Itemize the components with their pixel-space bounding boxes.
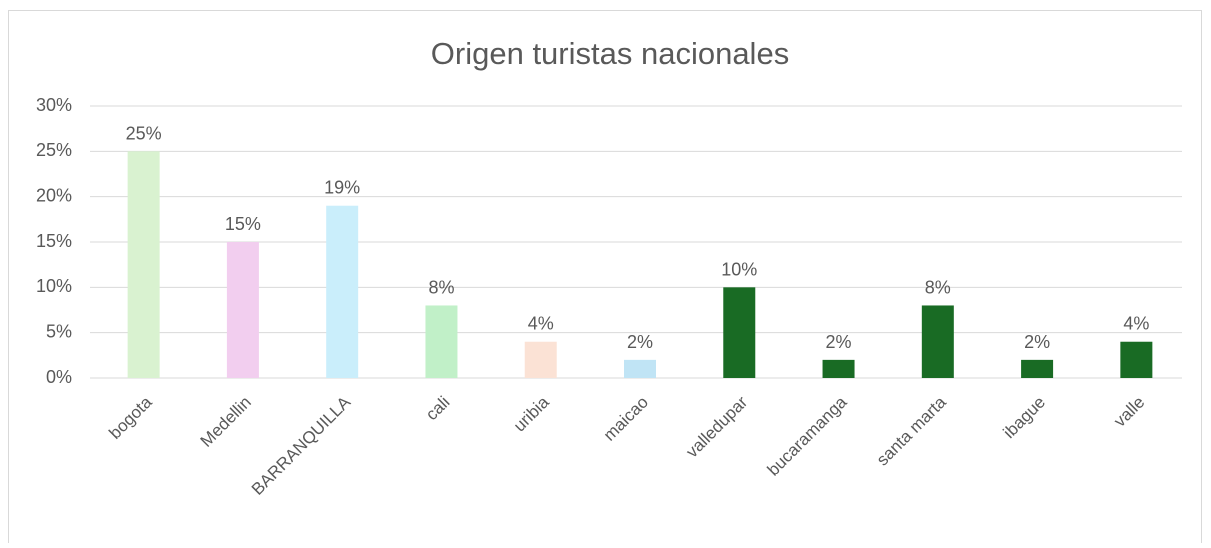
data-label: 2% [627, 332, 653, 352]
bar [723, 287, 756, 378]
chart-title: Origen turistas nacionales [431, 36, 789, 71]
data-label: 2% [826, 332, 852, 352]
bar [425, 305, 458, 378]
bar [1120, 341, 1153, 378]
data-label: 15% [225, 214, 261, 234]
bar [1021, 359, 1054, 378]
bar [326, 205, 359, 378]
data-label: 8% [925, 277, 951, 297]
y-tick-label: 10% [36, 276, 72, 296]
data-label: 19% [324, 178, 360, 198]
bar [822, 359, 855, 378]
data-label: 25% [126, 123, 162, 143]
chart-border [8, 10, 1202, 548]
bar [127, 151, 160, 378]
data-label: 10% [721, 259, 757, 279]
y-tick-label: 20% [36, 185, 72, 205]
data-label: 4% [528, 314, 554, 334]
bar [921, 305, 954, 378]
data-label: 8% [428, 277, 454, 297]
y-tick-label: 5% [46, 321, 72, 341]
y-tick-label: 25% [36, 140, 72, 160]
y-tick-label: 30% [36, 95, 72, 115]
bar [624, 359, 656, 378]
data-label: 4% [1123, 314, 1149, 334]
bar [524, 341, 557, 378]
bar [226, 242, 259, 378]
y-tick-label: 15% [36, 231, 72, 251]
y-tick-label: 0% [46, 367, 72, 387]
data-label: 2% [1024, 332, 1050, 352]
